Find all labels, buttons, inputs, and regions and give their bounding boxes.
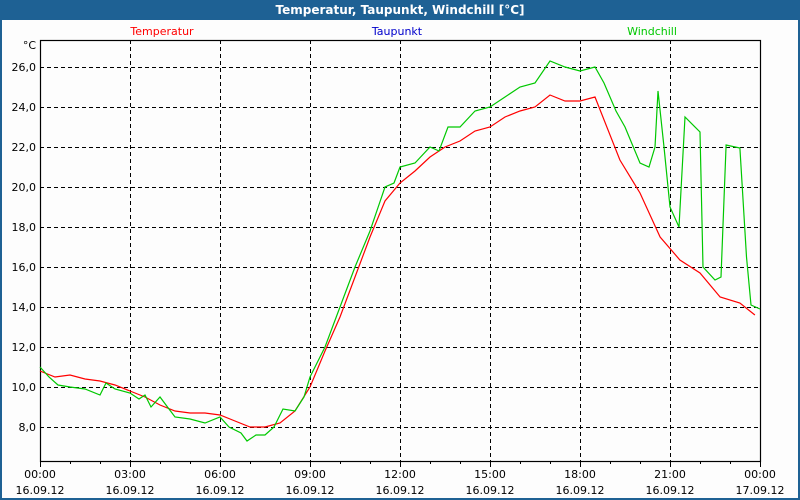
series-line-windchill xyxy=(39,60,761,442)
x-tick-date: 16.09.12 xyxy=(556,484,605,497)
legend-temperatur: Temperatur xyxy=(129,25,194,38)
y-tick-label: 12,0 xyxy=(12,341,37,354)
x-tick-date: 17.09.12 xyxy=(736,484,785,497)
x-tick-date: 16.09.12 xyxy=(376,484,425,497)
y-tick-label: 26,0 xyxy=(12,61,37,74)
x-tick-time: 09:00 xyxy=(294,468,326,481)
x-tick-date: 16.09.12 xyxy=(106,484,155,497)
y-tick-label: 22,0 xyxy=(12,141,37,154)
x-tick-date: 16.09.12 xyxy=(16,484,65,497)
x-tick-date: 16.09.12 xyxy=(466,484,515,497)
y-tick-label: 18,0 xyxy=(12,221,37,234)
series-line-temperatur xyxy=(39,94,756,428)
legend-taupunkt: Taupunkt xyxy=(371,25,423,38)
x-tick-time: 00:00 xyxy=(744,468,776,481)
y-tick-label: 10,0 xyxy=(12,381,37,394)
x-tick-time: 03:00 xyxy=(114,468,146,481)
y-tick-label: 8,0 xyxy=(19,421,37,434)
x-tick-date: 16.09.12 xyxy=(646,484,695,497)
y-tick-label: 24,0 xyxy=(12,101,37,114)
x-tick-time: 21:00 xyxy=(654,468,686,481)
y-tick-label: 20,0 xyxy=(12,181,37,194)
plot-frame xyxy=(39,39,762,463)
y-tick-label: 14,0 xyxy=(12,301,37,314)
x-tick-time: 18:00 xyxy=(564,468,596,481)
legend-windchill: Windchill xyxy=(627,25,677,38)
y-axis-unit: °C xyxy=(23,39,37,52)
window-title: Temperatur, Taupunkt, Windchill [°C] xyxy=(275,3,525,17)
x-tick-date: 16.09.12 xyxy=(196,484,245,497)
x-tick-time: 00:00 xyxy=(24,468,56,481)
x-tick-date: 16.09.12 xyxy=(286,484,335,497)
y-tick-label: 16,0 xyxy=(12,261,37,274)
x-tick-time: 06:00 xyxy=(204,468,236,481)
x-tick-time: 12:00 xyxy=(384,468,416,481)
x-tick-time: 15:00 xyxy=(474,468,506,481)
